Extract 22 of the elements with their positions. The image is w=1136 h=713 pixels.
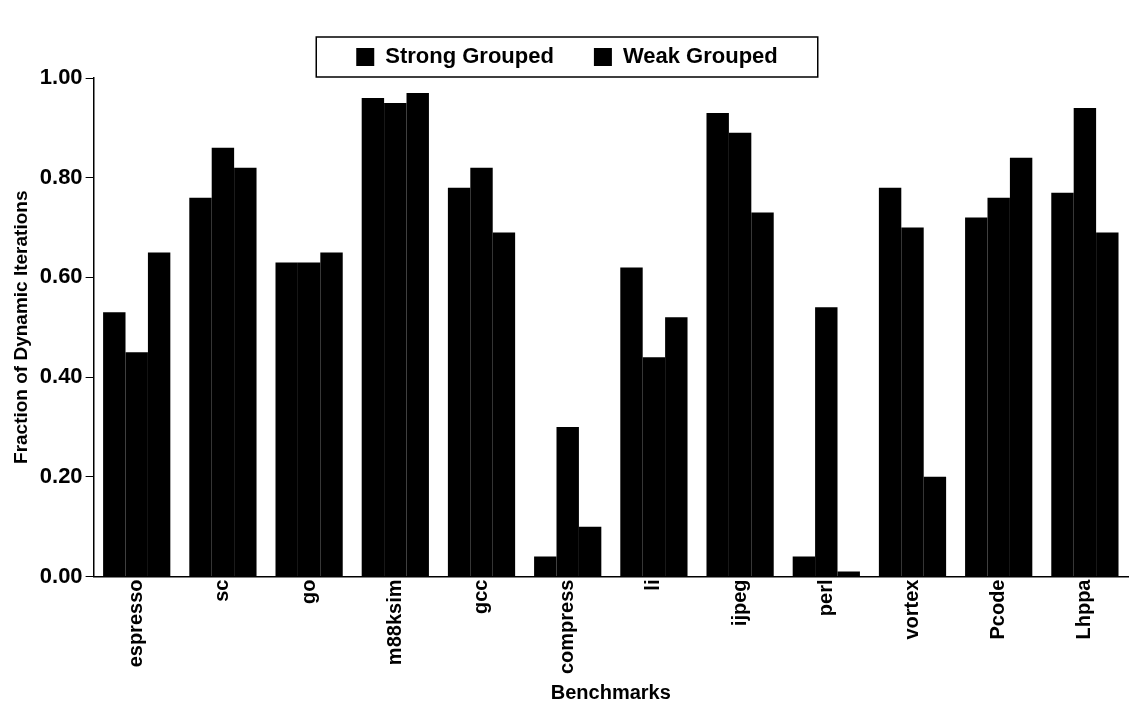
legend-label: Weak Grouped [622,43,778,69]
x-tick-label: vortex [900,579,923,640]
x-tick-label: m88ksim [382,579,405,666]
y-tick-label: 0.80 [39,163,83,189]
x-tick-label: gcc [469,579,492,614]
x-tick-label: sc [210,579,233,602]
x-tick-label: perl [813,579,836,617]
x-tick-label: ijpeg [727,579,750,627]
x-tick-label: Pcode [986,579,1009,640]
legend-label: Strong Grouped [385,43,554,69]
x-axis-title: Benchmarks [550,680,671,703]
y-tick-label: 0.00 [39,562,83,588]
x-tick-label: li [641,579,664,591]
x-tick-label: compress [555,579,578,675]
y-tick-label: 0.40 [39,363,83,389]
y-tick-label: 1.00 [39,64,83,90]
x-tick-label: go [296,579,319,604]
y-tick-label: 0.60 [39,263,83,289]
x-tick-label: Lhppa [1072,578,1095,640]
x-tick-label: espresso [124,579,147,668]
y-axis-title: Fraction of Dynamic Iterations [9,190,31,464]
y-tick-label: 0.20 [39,462,83,488]
